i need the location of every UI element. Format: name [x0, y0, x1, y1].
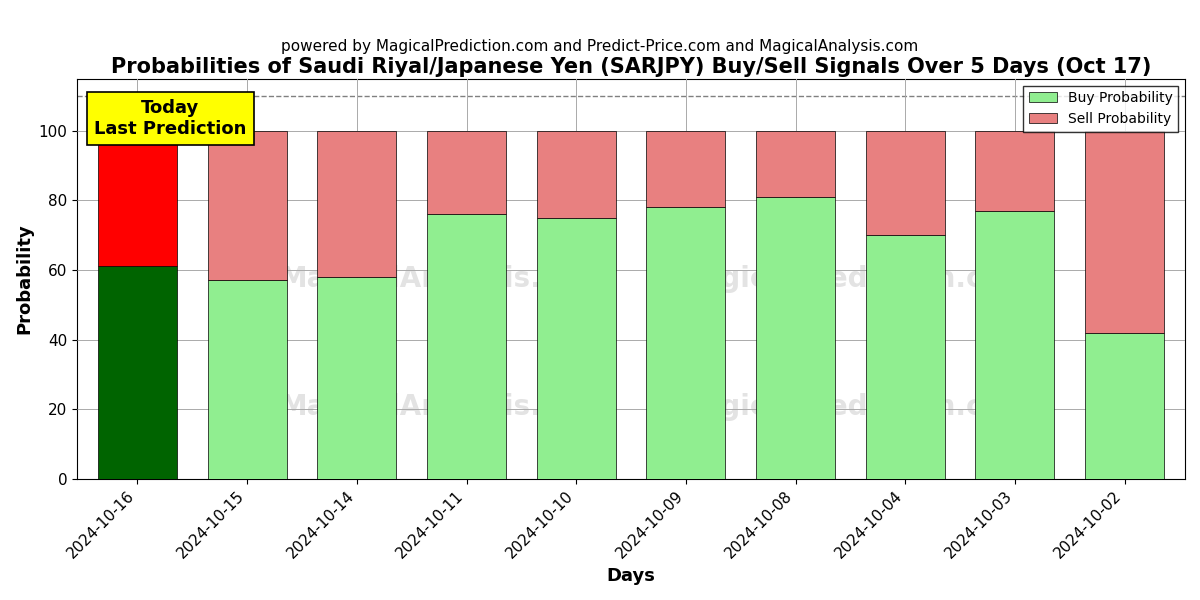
Bar	[317, 131, 396, 277]
Bar	[1085, 131, 1164, 332]
Bar	[976, 211, 1055, 479]
Bar	[208, 280, 287, 479]
Text: Today
Last Prediction: Today Last Prediction	[94, 100, 246, 138]
Text: powered by MagicalPrediction.com and Predict-Price.com and MagicalAnalysis.com: powered by MagicalPrediction.com and Pre…	[281, 39, 919, 54]
Y-axis label: Probability: Probability	[14, 223, 32, 334]
Bar	[866, 131, 944, 235]
Bar	[208, 131, 287, 280]
Bar	[647, 131, 726, 208]
Text: MagicalAnalysis.com: MagicalAnalysis.com	[280, 393, 606, 421]
Text: MagicalPrediction.com: MagicalPrediction.com	[674, 265, 1031, 293]
Text: MagicalPrediction.com: MagicalPrediction.com	[674, 393, 1031, 421]
Bar	[536, 131, 616, 218]
Bar	[536, 218, 616, 479]
Bar	[98, 266, 176, 479]
Bar	[756, 131, 835, 197]
Bar	[427, 214, 506, 479]
Title: Probabilities of Saudi Riyal/Japanese Yen (SARJPY) Buy/Sell Signals Over 5 Days : Probabilities of Saudi Riyal/Japanese Ye…	[110, 57, 1151, 77]
Bar	[647, 208, 726, 479]
X-axis label: Days: Days	[607, 567, 655, 585]
Bar	[317, 277, 396, 479]
Bar	[98, 131, 176, 266]
Bar	[976, 131, 1055, 211]
Bar	[756, 197, 835, 479]
Bar	[866, 235, 944, 479]
Bar	[427, 131, 506, 214]
Legend: Buy Probability, Sell Probability: Buy Probability, Sell Probability	[1024, 85, 1178, 131]
Bar	[1085, 332, 1164, 479]
Text: MagicalAnalysis.com: MagicalAnalysis.com	[280, 265, 606, 293]
